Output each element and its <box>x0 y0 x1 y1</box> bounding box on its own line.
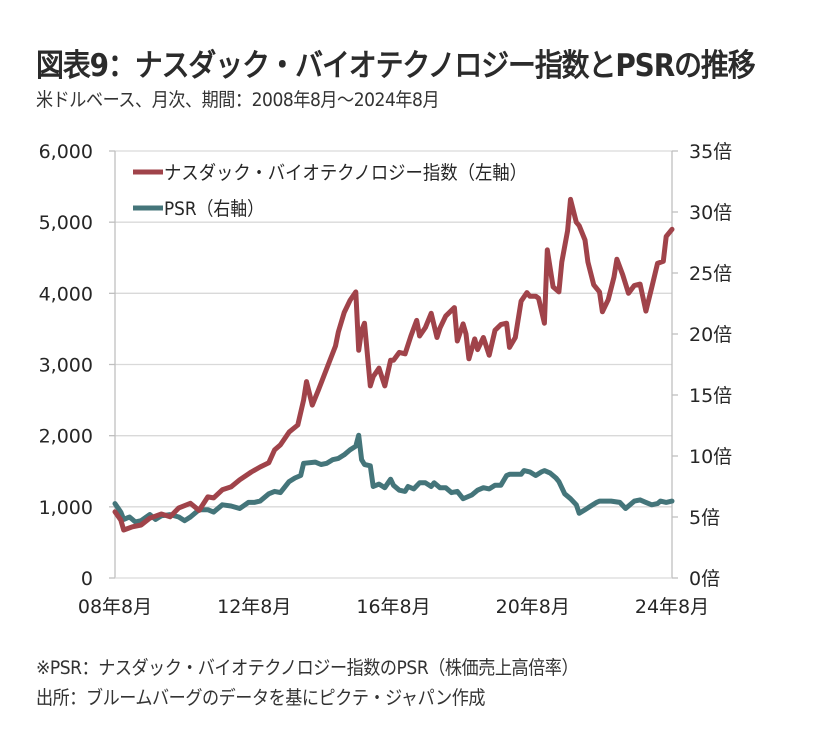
tick-label-right: 5倍 <box>689 507 720 529</box>
tick-label-x: 12年8月 <box>217 596 291 618</box>
tick-label-left: 2,000 <box>39 426 93 448</box>
tick-label-left: 6,000 <box>39 141 93 163</box>
footnote-psr-definition: ※PSR：ナスダック・バイオテクノロジー指数のPSR（株価売上高倍率） <box>36 657 579 679</box>
tick-label-left: 5,000 <box>39 212 93 234</box>
chart-subtitle: 米ドルベース、月次、期間：2008年8月～2024年8月 <box>36 89 440 111</box>
axes: 0 1,000 2,000 3,000 4,000 5,000 6,000 0倍 5倍 10倍 15… <box>39 141 733 618</box>
tick-label-left: 1,000 <box>39 497 93 519</box>
tick-label-right: 20倍 <box>689 324 732 346</box>
legend: ナスダック・バイオテクノロジー指数（左軸） PSR（右軸） <box>133 162 527 220</box>
tick-label-right: 30倍 <box>689 202 732 224</box>
tick-label-x: 24年8月 <box>635 596 709 618</box>
tick-label-right: 25倍 <box>689 263 732 285</box>
tick-label-x: 16年8月 <box>356 596 430 618</box>
footnote-source: 出所：ブルームバーグのデータを基にピクテ・ジャパン作成 <box>36 687 486 709</box>
tick-label-right: 0倍 <box>689 568 720 590</box>
tick-label-right: 35倍 <box>689 141 732 163</box>
chart-title: 図表9：ナスダック・バイオテクノロジー指数とPSRの推移 <box>36 48 756 84</box>
tick-label-right: 10倍 <box>689 446 732 468</box>
series-line-psr <box>112 432 675 525</box>
tick-label-left: 4,000 <box>39 283 93 305</box>
series-lines <box>112 196 675 533</box>
tick-label-left: 0 <box>81 568 93 590</box>
tick-label-right: 15倍 <box>689 385 732 407</box>
tick-label-x: 08年8月 <box>78 596 152 618</box>
legend-label-nasdaq-biotech: ナスダック・バイオテクノロジー指数（左軸） <box>164 162 527 184</box>
tick-label-x: 20年8月 <box>496 596 570 618</box>
legend-label-psr: PSR（右軸） <box>164 198 264 220</box>
tick-label-left: 3,000 <box>39 355 93 377</box>
